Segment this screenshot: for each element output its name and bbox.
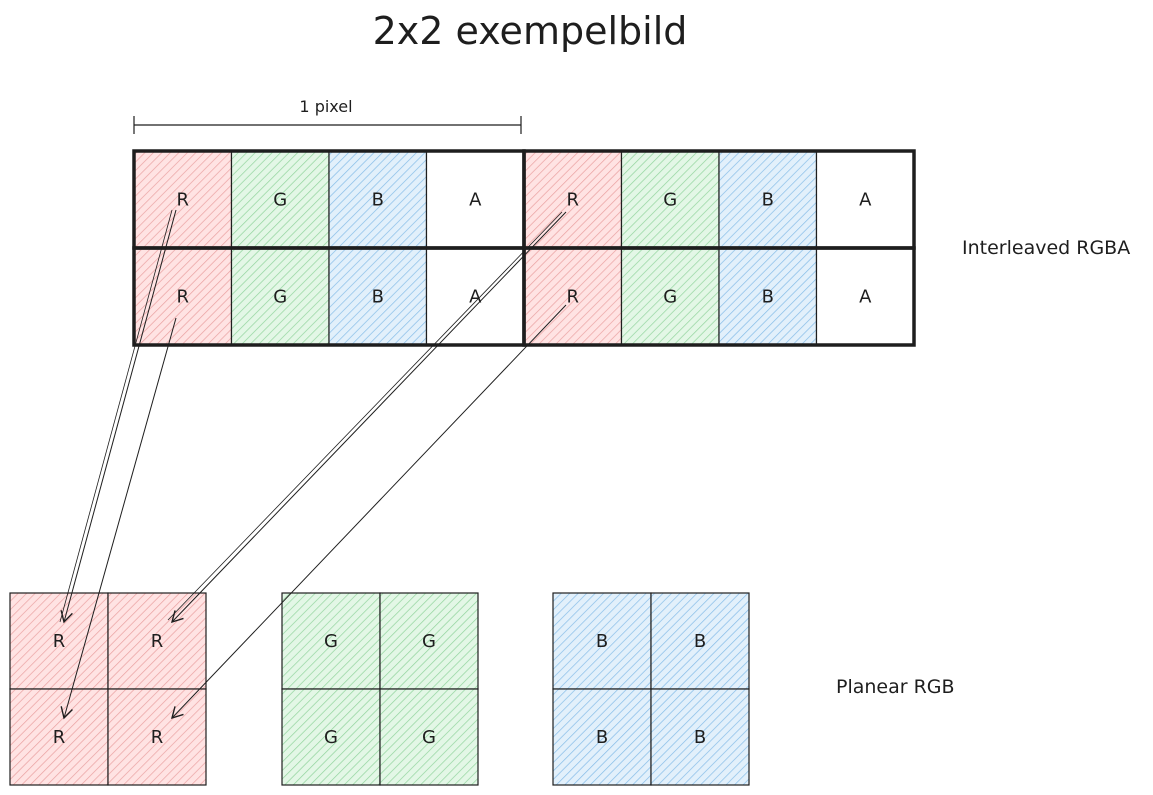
arrow-r11 <box>171 304 567 720</box>
pixel-outline <box>522 246 916 347</box>
interleaved-cell-label: A <box>469 190 482 211</box>
mapping-arrows <box>59 209 567 720</box>
interleaved-cell-label: B <box>762 287 774 308</box>
interleaved-cell <box>815 247 915 346</box>
arrow-r00 <box>60 209 177 624</box>
arrow-r01-b <box>167 211 563 621</box>
interleaved-cell <box>328 150 428 249</box>
interleaved-cell <box>133 150 233 249</box>
planar-cell-label: B <box>694 727 706 748</box>
planar-grids: R R R R G G G G B B B B <box>9 592 750 786</box>
page-title: 2x2 exempelbild <box>373 9 688 53</box>
interleaved-label: Interleaved RGBA <box>962 237 1130 259</box>
interleaved-cell-label: B <box>372 287 384 308</box>
interleaved-cell-label: G <box>273 190 287 211</box>
planar-label: Planear RGB <box>836 676 955 698</box>
planar-cell-label: R <box>53 727 66 748</box>
planar-cell-label: R <box>151 727 164 748</box>
planar-cell-r <box>107 688 207 786</box>
interleaved-grid: R G B A R G B AR G B A R G B A <box>132 149 916 347</box>
planar-cell-label: G <box>324 727 338 748</box>
planar-cell-g <box>379 688 479 786</box>
pixel-dimension-indicator: 1 pixel <box>133 97 522 134</box>
planar-cell-r <box>107 592 207 690</box>
interleaved-cell <box>620 247 720 346</box>
planar-cell-label: B <box>596 727 608 748</box>
planar-cell-g <box>379 592 479 690</box>
planar-cell-b <box>650 688 750 786</box>
interleaved-cell-label: G <box>273 287 287 308</box>
planar-cell-label: B <box>596 631 608 652</box>
planar-cell-b <box>552 688 652 786</box>
arrow-r01 <box>171 211 567 624</box>
interleaved-cell-label: R <box>176 287 189 308</box>
arrow-r00-b <box>59 209 173 623</box>
interleaved-cell-label: B <box>762 190 774 211</box>
interleaved-cell <box>425 247 525 346</box>
interleaved-cell-label: B <box>372 190 384 211</box>
interleaved-cell <box>815 150 915 249</box>
interleaved-cell <box>718 247 818 346</box>
pixel-label: 1 pixel <box>299 97 352 116</box>
planar-cell-r <box>9 688 109 786</box>
interleaved-cell-label: A <box>859 287 872 308</box>
planar-cell-label: G <box>422 727 436 748</box>
planar-cell-g <box>281 688 381 786</box>
interleaved-cell <box>718 150 818 249</box>
planar-cell-label: R <box>53 631 66 652</box>
interleaved-cell-label: R <box>176 190 189 211</box>
interleaved-cell-label: R <box>566 287 579 308</box>
planar-cell-g <box>281 592 381 690</box>
interleaved-cell-label: R <box>566 190 579 211</box>
planar-cell-label: G <box>422 631 436 652</box>
planar-cell-label: G <box>324 631 338 652</box>
planar-cell-label: R <box>151 631 164 652</box>
interleaved-cell-label: G <box>663 287 677 308</box>
planar-cell-label: B <box>694 631 706 652</box>
planar-cell-b <box>552 592 652 690</box>
interleaved-cell-label: G <box>663 190 677 211</box>
interleaved-cell-label: A <box>859 190 872 211</box>
arrow-r10 <box>60 317 177 720</box>
